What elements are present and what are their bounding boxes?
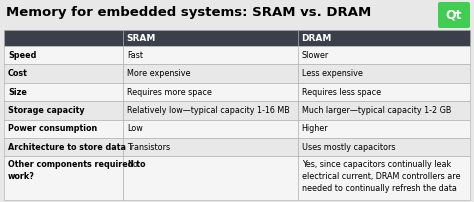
Text: Higher: Higher [301, 124, 328, 133]
Bar [123, 138, 298, 156]
Text: No: No [127, 160, 138, 169]
Bar [123, 46, 298, 64]
Text: Qt: Qt [446, 8, 462, 21]
Bar [298, 138, 470, 156]
Text: Transistors: Transistors [127, 143, 170, 152]
Bar [123, 101, 298, 120]
Text: Power consumption: Power consumption [8, 124, 97, 133]
FancyBboxPatch shape [438, 2, 470, 28]
Text: Uses mostly capacitors: Uses mostly capacitors [301, 143, 395, 152]
Bar [123, 156, 298, 200]
Text: Much larger—typical capacity 1-2 GB: Much larger—typical capacity 1-2 GB [301, 106, 451, 115]
Text: Slower: Slower [301, 51, 329, 60]
Text: DRAM: DRAM [301, 34, 332, 43]
Text: SRAM: SRAM [127, 34, 156, 43]
Bar [298, 101, 470, 120]
Bar [4, 156, 123, 200]
Bar [4, 83, 123, 101]
Text: Architecture to store data: Architecture to store data [8, 143, 126, 152]
Bar [298, 83, 470, 101]
Bar [4, 101, 123, 120]
Bar [298, 30, 470, 46]
Bar [298, 64, 470, 83]
Text: Requires more space: Requires more space [127, 87, 212, 97]
Bar [4, 64, 123, 83]
Text: Other components required to
work?: Other components required to work? [8, 160, 146, 181]
Bar [4, 30, 123, 46]
Bar [298, 156, 470, 200]
Text: Less expensive: Less expensive [301, 69, 363, 78]
Bar [123, 30, 298, 46]
Text: Memory for embedded systems: SRAM vs. DRAM: Memory for embedded systems: SRAM vs. DR… [6, 6, 371, 19]
Text: More expensive: More expensive [127, 69, 191, 78]
Text: Yes, since capacitors continually leak
electrical current, DRAM controllers are
: Yes, since capacitors continually leak e… [301, 160, 460, 193]
Text: Speed: Speed [8, 51, 36, 60]
Bar [123, 83, 298, 101]
Bar [298, 120, 470, 138]
Bar [4, 120, 123, 138]
Bar [123, 120, 298, 138]
Text: Low: Low [127, 124, 143, 133]
Text: Storage capacity: Storage capacity [8, 106, 85, 115]
Bar [123, 64, 298, 83]
Text: Fast: Fast [127, 51, 143, 60]
Text: Relatively low—typical capacity 1-16 MB: Relatively low—typical capacity 1-16 MB [127, 106, 290, 115]
Bar [4, 138, 123, 156]
Text: Cost: Cost [8, 69, 28, 78]
Bar [4, 46, 123, 64]
Text: Requires less space: Requires less space [301, 87, 381, 97]
Text: Size: Size [8, 87, 27, 97]
Bar [298, 46, 470, 64]
